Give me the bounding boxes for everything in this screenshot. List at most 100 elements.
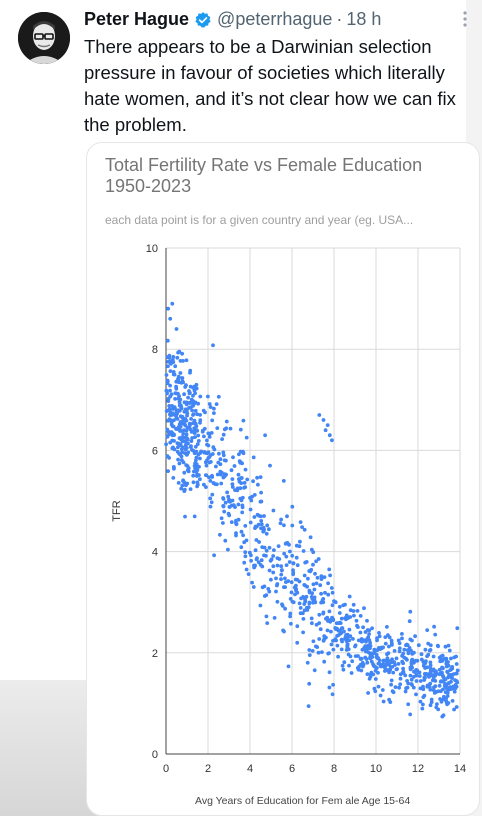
data-point <box>358 614 363 618</box>
data-point <box>335 634 339 638</box>
data-point <box>326 592 331 597</box>
data-point <box>372 686 377 691</box>
more-options-icon[interactable] <box>462 10 468 28</box>
data-point <box>370 651 374 656</box>
data-point <box>279 517 283 522</box>
data-point <box>434 672 439 676</box>
data-point <box>317 413 322 417</box>
data-point <box>443 690 448 695</box>
data-point <box>221 450 226 455</box>
data-point <box>249 558 254 563</box>
data-point <box>246 572 251 576</box>
data-point <box>295 640 300 645</box>
data-point <box>332 599 336 604</box>
chart-card[interactable]: Total Fertility Rate vs Female Education… <box>86 142 480 816</box>
data-point <box>215 482 219 487</box>
data-point <box>311 562 315 567</box>
data-point <box>290 553 295 558</box>
data-point <box>169 361 173 366</box>
x-tick-label: 14 <box>454 763 466 775</box>
data-point <box>248 520 253 525</box>
data-point <box>264 548 269 553</box>
data-point <box>322 637 327 642</box>
data-point <box>247 550 252 555</box>
data-point <box>406 651 411 656</box>
data-point <box>321 611 326 616</box>
data-point <box>185 413 189 418</box>
data-point <box>170 446 175 451</box>
data-point <box>444 699 449 703</box>
data-point <box>306 576 310 581</box>
data-point <box>274 589 278 594</box>
data-point <box>312 587 317 592</box>
data-point <box>192 418 197 423</box>
data-point <box>316 650 321 655</box>
data-point <box>387 644 391 649</box>
data-point <box>180 415 185 420</box>
data-point <box>325 628 330 633</box>
data-point <box>169 413 174 417</box>
data-point <box>198 394 203 399</box>
author-name[interactable]: Peter Hague <box>84 9 190 29</box>
data-point <box>437 667 442 672</box>
data-point <box>215 472 220 477</box>
data-point <box>187 389 191 393</box>
data-point <box>285 514 289 519</box>
data-point <box>288 549 292 554</box>
data-point <box>262 594 267 598</box>
y-tick-label: 6 <box>152 445 158 457</box>
avatar[interactable] <box>18 12 70 64</box>
data-point <box>180 458 184 463</box>
data-point <box>394 656 399 661</box>
x-tick-label: 8 <box>331 763 337 775</box>
data-point <box>198 456 202 461</box>
data-point <box>449 656 453 661</box>
data-point <box>271 570 276 575</box>
data-point <box>250 494 255 499</box>
data-point <box>408 637 413 642</box>
data-point <box>287 560 292 564</box>
data-point <box>330 692 335 697</box>
data-point <box>364 657 369 661</box>
data-point <box>301 630 305 635</box>
data-point <box>176 377 180 382</box>
data-point <box>177 408 181 413</box>
data-point <box>277 557 282 561</box>
data-point <box>295 624 300 629</box>
data-point <box>449 679 453 684</box>
data-point <box>164 409 169 413</box>
data-point <box>282 523 286 528</box>
data-point <box>445 670 450 675</box>
data-point <box>194 449 199 454</box>
data-point <box>431 676 436 681</box>
data-point <box>305 660 310 665</box>
tweet-timestamp[interactable]: 18 h <box>346 9 382 29</box>
data-point <box>214 402 219 406</box>
data-point <box>234 531 238 536</box>
data-point <box>375 636 379 641</box>
data-point <box>226 494 231 499</box>
data-point <box>250 580 255 585</box>
data-point <box>441 713 446 718</box>
data-point <box>419 657 424 662</box>
data-point <box>243 554 248 559</box>
data-point <box>184 483 188 488</box>
data-point <box>272 616 277 620</box>
data-point <box>279 577 283 581</box>
data-point <box>354 618 359 623</box>
data-point <box>275 582 280 586</box>
author-handle[interactable]: @peterrhague <box>217 9 333 29</box>
data-point <box>311 582 316 587</box>
data-point <box>242 560 247 565</box>
x-tick-label: 6 <box>289 763 295 775</box>
data-point <box>294 555 299 560</box>
data-point <box>331 647 336 652</box>
data-point <box>218 469 223 474</box>
data-point <box>289 590 294 595</box>
data-point <box>183 443 188 448</box>
data-point <box>241 533 246 538</box>
data-point <box>239 545 244 550</box>
y-tick-label: 2 <box>152 648 158 660</box>
data-point <box>284 563 289 567</box>
data-point <box>435 702 439 706</box>
